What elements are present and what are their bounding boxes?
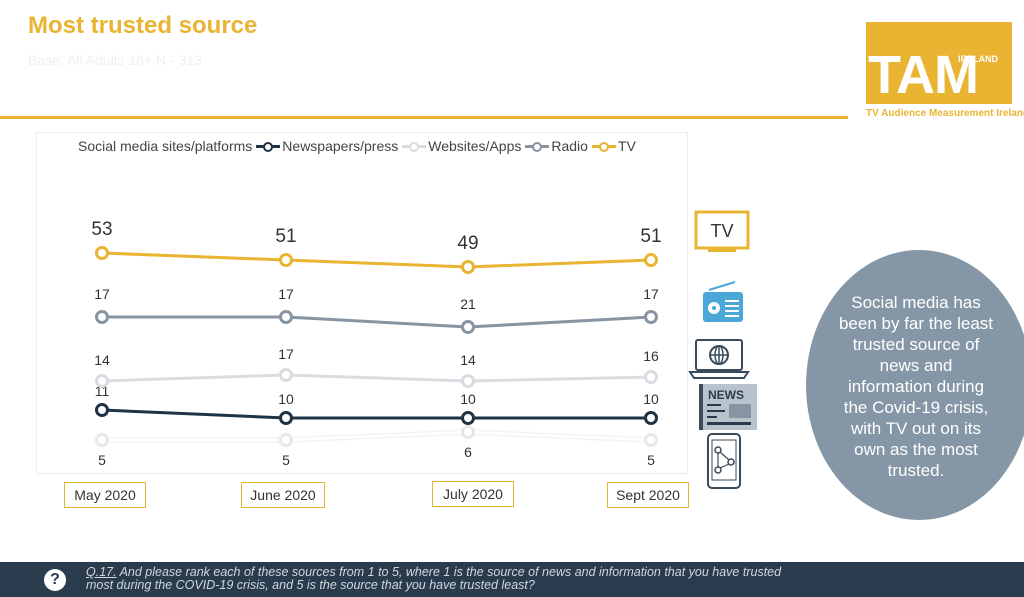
title-divider: [0, 116, 848, 119]
legend-item-social: Social media sites/platforms: [76, 138, 252, 154]
legend-item-radio: Radio: [525, 138, 588, 154]
logo-tagline: TV Audience Measurement Ireland: [866, 108, 1024, 119]
footer-question: Q.17. And please rank each of these sour…: [86, 566, 786, 592]
data-point-newspapers-press: [95, 403, 109, 417]
data-point-tv: [279, 253, 293, 267]
logo-brand: TAM: [868, 45, 979, 105]
series-line-newspapers-press: [101, 408, 651, 420]
callout-text: Social media has been by far the least t…: [838, 293, 994, 480]
data-label-newspapers-press: 10: [643, 391, 659, 407]
data-label-radio: 17: [94, 286, 110, 302]
laptop-icon: [688, 339, 750, 379]
series-line-tv: [101, 251, 652, 269]
data-point-social-media-sites-platforms: [95, 433, 109, 447]
newspaper-icon: NEWS: [699, 384, 757, 430]
data-label-radio: 17: [643, 286, 659, 302]
data-label-tv: 53: [91, 219, 112, 240]
data-point-radio: [644, 310, 658, 324]
series-line-social-media-sites-platforms: [102, 430, 652, 442]
legend-swatch-radio: [525, 139, 550, 153]
data-point-websites-apps: [95, 374, 109, 388]
data-label-newspapers-press: 10: [278, 391, 294, 407]
data-point-radio: [95, 310, 109, 324]
data-label-social-media-sites-platforms: 5: [98, 452, 106, 468]
legend-label-radio: Radio: [551, 138, 588, 154]
legend-item-tv: TV: [591, 138, 636, 154]
chart-legend: Social media sites/platforms Newspapers/…: [76, 138, 640, 154]
data-point-newspapers-press: [461, 411, 475, 425]
chart-frame: [36, 132, 688, 474]
tv-icon: TV: [694, 210, 750, 252]
footer-bar: [0, 562, 1024, 597]
legend-swatch-tv: [591, 139, 616, 153]
data-label-social-media-sites-platforms: 5: [282, 452, 290, 468]
data-point-websites-apps: [279, 368, 293, 382]
data-label-radio: 21: [460, 296, 476, 312]
base-note: Base: All Adults 18+ N - 313: [28, 52, 202, 68]
data-point-social-media-sites-platforms: [279, 433, 293, 447]
data-label-websites-apps: 14: [94, 352, 110, 368]
data-point-tv: [95, 246, 109, 260]
data-label-websites-apps: 14: [460, 352, 476, 368]
legend-label-social: Social media sites/platforms: [78, 138, 253, 154]
data-point-social-media-sites-platforms: [644, 433, 658, 447]
series-line-radio: [102, 315, 652, 329]
legend-label-websites: Websites/Apps: [428, 138, 522, 154]
data-label-social-media-sites-platforms: 5: [647, 452, 655, 468]
data-label-radio: 17: [278, 286, 294, 302]
x-tick-july-2020: July 2020: [432, 481, 514, 507]
x-tick-may-2020: May 2020: [64, 482, 146, 508]
help-icon[interactable]: ?: [44, 569, 66, 591]
data-label-social-media-sites-platforms: 6: [464, 444, 472, 460]
x-tick-sept-2020: Sept 2020: [607, 482, 689, 508]
data-label-websites-apps: 16: [643, 348, 659, 364]
data-point-newspapers-press: [279, 411, 293, 425]
data-label-websites-apps: 17: [278, 346, 294, 362]
legend-item-websites: Websites/Apps: [402, 138, 521, 154]
data-point-tv: [461, 260, 475, 274]
legend-label-newspapers: Newspapers/press: [282, 138, 399, 154]
data-label-tv: 51: [275, 226, 296, 247]
phone-social-icon: [707, 433, 741, 489]
logo-country: IRELAND: [958, 54, 998, 64]
data-point-newspapers-press: [644, 411, 658, 425]
data-point-websites-apps: [461, 374, 475, 388]
data-label-tv: 49: [457, 233, 478, 254]
newspaper-icon-label: NEWS: [708, 388, 744, 402]
data-point-tv: [644, 253, 658, 267]
question-number: Q.17.: [86, 565, 117, 579]
tv-icon-label: TV: [710, 221, 733, 241]
data-point-radio: [461, 320, 475, 334]
tam-logo: TAM IRELAND TV Audience Measurement Irel…: [866, 22, 1024, 120]
legend-label-tv: TV: [617, 138, 636, 154]
legend-swatch-websites: [402, 139, 427, 153]
series-line-websites-apps: [101, 373, 652, 383]
data-point-social-media-sites-platforms: [461, 425, 475, 439]
data-label-newspapers-press: 10: [460, 391, 476, 407]
x-tick-june-2020: June 2020: [241, 482, 325, 508]
legend-item-newspapers: Newspapers/press: [256, 138, 398, 154]
legend-swatch-newspapers: [256, 139, 281, 153]
data-point-websites-apps: [644, 370, 658, 384]
radio-icon: [703, 281, 743, 322]
callout-bubble: [806, 250, 1024, 520]
page-title: Most trusted source: [28, 12, 258, 39]
question-text: And please rank each of these sources fr…: [86, 565, 782, 592]
data-point-radio: [279, 310, 293, 324]
logo-box: [866, 22, 1012, 104]
data-label-tv: 51: [640, 226, 661, 247]
